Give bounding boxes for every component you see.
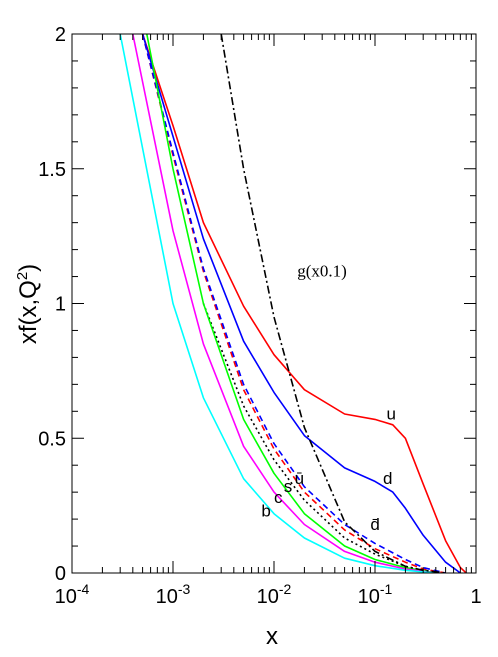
curve-annotation: c (274, 488, 283, 507)
y-axis-title-sup: 2 (14, 272, 31, 280)
y-tick-label: 0.5 (38, 428, 66, 450)
series-curve-5 (146, 34, 436, 573)
series-unlabeled-7 (119, 34, 436, 573)
series-curve-2 (141, 34, 446, 573)
y-tick-label: 1 (55, 294, 66, 316)
curve-annotation: u (387, 404, 396, 423)
x-axis-title: x (266, 623, 278, 650)
x-tick-label: 1 (470, 586, 481, 608)
x-tick-label: 10-2 (257, 581, 292, 608)
curve-group (119, 34, 467, 573)
y-axis-title: xf(x,Q2) (14, 264, 42, 344)
series-curve-6 (132, 34, 436, 573)
y-axis-title-main: xf(x,Q (15, 280, 42, 344)
y-axis-title-close: ) (15, 264, 42, 272)
series-curve-4 (202, 303, 436, 573)
curve-annotation: b (261, 501, 270, 520)
curve-annotation: d (383, 469, 392, 488)
curve-annotation: d̄ (370, 515, 379, 534)
x-tick-label: 10-4 (55, 581, 90, 608)
y-tick-label: 2 (55, 24, 66, 46)
series-curve-0 (141, 34, 467, 573)
series-curve-3 (141, 34, 446, 573)
series-curve-1 (141, 34, 461, 573)
tick-group (71, 33, 477, 574)
y-tick-label: 0 (55, 563, 66, 585)
curve-annotation: g(x0.1) (297, 262, 347, 281)
y-tick-label: 1.5 (38, 159, 66, 181)
x-tick-label: 10-3 (156, 581, 191, 608)
series-curve-8 (220, 34, 446, 573)
curve-annotation: ū (295, 469, 304, 488)
x-tick-label: 10-1 (358, 581, 393, 608)
curve-annotation: s (284, 477, 293, 496)
